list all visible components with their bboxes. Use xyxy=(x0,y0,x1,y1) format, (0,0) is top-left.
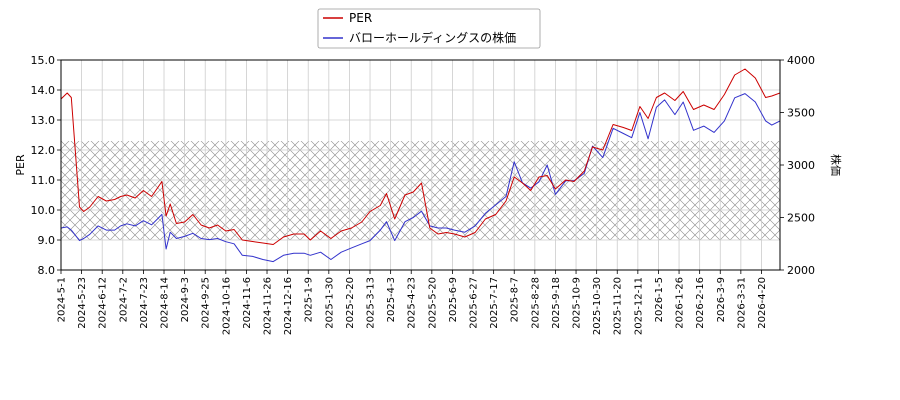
x-tick-label: 2024-5-1 xyxy=(57,277,68,322)
y2-tick-label: 3000 xyxy=(787,159,815,172)
x-tick-label: 2025-11-20 xyxy=(613,277,624,335)
x-tick-label: 2025-8-7 xyxy=(510,277,521,322)
x-tick-label: 2025-12-11 xyxy=(633,277,644,335)
y-tick-label: 9.0 xyxy=(38,234,56,247)
y-tick-label: 11.0 xyxy=(31,174,56,187)
x-tick-label: 2024-9-25 xyxy=(201,277,212,329)
x-tick-label: 2025-10-9 xyxy=(572,277,583,329)
legend-label: PER xyxy=(349,11,372,25)
shaded-band xyxy=(61,141,780,240)
series-group xyxy=(61,68,780,263)
series-line-per xyxy=(61,68,780,245)
y-tick-label: 10.0 xyxy=(31,204,56,217)
y-axis-label-right: 株価 xyxy=(829,154,843,176)
x-tick-label: 2026-4-20 xyxy=(757,277,768,329)
x-tick-label: 2024-11-26 xyxy=(263,277,274,335)
x-tick-label: 2024-9-3 xyxy=(180,277,191,322)
y-tick-label: 15.0 xyxy=(31,54,56,67)
x-tick-label: 2025-3-13 xyxy=(366,277,377,329)
x-tick-label: 2026-3-9 xyxy=(716,277,727,322)
y-axis-label-left: PER xyxy=(14,154,27,176)
y-tick-label: 12.0 xyxy=(31,144,56,157)
y2-tick-label: 2000 xyxy=(787,264,815,277)
x-tick-label: 2024-8-14 xyxy=(160,277,171,329)
x-tick-label: 2025-1-9 xyxy=(304,277,315,322)
x-tick-label: 2024-11-6 xyxy=(242,277,253,329)
x-tick-label: 2024-12-16 xyxy=(283,277,294,335)
x-tick-label: 2024-7-23 xyxy=(139,277,150,329)
x-tick-label: 2025-9-18 xyxy=(551,277,562,329)
x-tick-label: 2026-1-5 xyxy=(654,277,665,322)
x-tick-label: 2025-4-23 xyxy=(407,277,418,329)
axes: 2024-5-1 2024-5-23 2024-6-12 2024-7-2 2024-7… xyxy=(31,54,816,335)
x-tick-label: 2026-3-31 xyxy=(736,277,747,329)
x-tick-label: 2026-1-26 xyxy=(675,277,686,329)
y2-tick-label: 2500 xyxy=(787,212,815,225)
x-tick-label: 2024-5-23 xyxy=(77,277,88,329)
y2-tick-label: 3500 xyxy=(787,107,815,120)
x-tick-label: 2025-4-3 xyxy=(386,277,397,322)
x-tick-label: 2025-5-20 xyxy=(427,277,438,329)
y-tick-label: 8.0 xyxy=(38,264,56,277)
x-tick-label: 2025-6-27 xyxy=(469,277,480,329)
x-tick-label: 2025-2-20 xyxy=(345,277,356,329)
y-tick-label: 13.0 xyxy=(31,114,56,127)
plot-area xyxy=(60,59,780,271)
x-tick-label: 2026-2-16 xyxy=(695,277,706,329)
y2-tick-label: 4000 xyxy=(787,54,815,67)
series-line-price xyxy=(61,93,780,263)
x-tick-label: 2024-10-16 xyxy=(221,277,232,335)
legend-box xyxy=(317,8,541,49)
plot-frame xyxy=(60,59,781,271)
legend: PER バローホールディングスの株価 xyxy=(317,8,541,49)
x-tick-label: 2025-10-30 xyxy=(592,277,603,335)
x-tick-label: 2024-7-2 xyxy=(118,277,129,322)
x-tick-label: 2025-6-9 xyxy=(448,277,459,322)
y-tick-label: 14.0 xyxy=(31,84,56,97)
x-tick-label: 2025-7-17 xyxy=(489,277,500,329)
x-tick-label: 2025-1-30 xyxy=(324,277,335,329)
x-tick-label: 2025-8-28 xyxy=(530,277,541,329)
legend-label: バローホールディングスの株価 xyxy=(349,30,516,45)
x-tick-label: 2024-6-12 xyxy=(98,277,109,329)
